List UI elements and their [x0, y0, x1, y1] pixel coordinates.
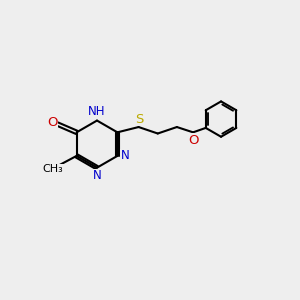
Text: N: N — [93, 169, 101, 182]
Text: S: S — [135, 112, 143, 126]
Text: O: O — [47, 116, 57, 129]
Text: NH: NH — [88, 105, 106, 118]
Text: O: O — [188, 134, 199, 147]
Text: H: H — [90, 107, 98, 117]
Text: CH₃: CH₃ — [43, 164, 63, 174]
Text: N: N — [120, 149, 129, 162]
